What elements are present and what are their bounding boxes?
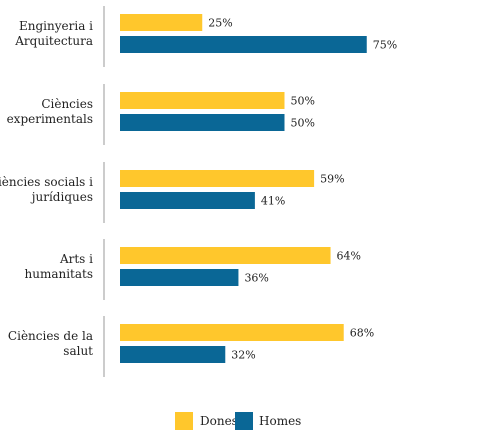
data-label: 36% xyxy=(244,272,268,285)
legend-swatch xyxy=(175,412,193,430)
data-label: 32% xyxy=(231,349,255,362)
data-label: 25% xyxy=(208,17,232,30)
data-label: 50% xyxy=(291,117,315,130)
bar-dones-1 xyxy=(120,92,285,109)
category-label: Ciències xyxy=(41,97,93,111)
legend-item-homes: Homes xyxy=(235,412,301,430)
data-label: 59% xyxy=(320,173,344,186)
category-label: Ciències socials i xyxy=(0,175,93,189)
bar-dones-0 xyxy=(120,14,203,31)
category-label: salut xyxy=(63,344,93,358)
legend-label: Dones xyxy=(200,414,238,428)
bar-dones-4 xyxy=(120,324,344,341)
data-label: 50% xyxy=(291,95,315,108)
category-label: experimentals xyxy=(7,112,93,126)
legend-label: Homes xyxy=(259,414,301,428)
bar-homes-3 xyxy=(120,269,239,286)
bar-dones-2 xyxy=(120,170,315,187)
chart-legend: Dones Homes xyxy=(175,412,301,430)
category-label: jurídiques xyxy=(30,190,93,204)
bar-homes-1 xyxy=(120,114,285,131)
category-label: humanitats xyxy=(24,267,93,281)
bar-dones-3 xyxy=(120,247,331,264)
data-label: 64% xyxy=(337,250,361,263)
category-label: Arts i xyxy=(59,252,93,266)
category-label: Arquitectura xyxy=(14,34,93,48)
category-label: Enginyeria i xyxy=(19,19,93,33)
data-label: 68% xyxy=(350,327,374,340)
bar-homes-2 xyxy=(120,192,255,209)
data-label: 75% xyxy=(373,39,397,52)
bar-homes-4 xyxy=(120,346,226,363)
legend-swatch xyxy=(235,412,253,430)
bar-homes-0 xyxy=(120,36,367,53)
legend-item-dones: Dones xyxy=(175,412,238,430)
data-label: 41% xyxy=(261,195,285,208)
category-label: Ciències de la xyxy=(8,329,93,343)
